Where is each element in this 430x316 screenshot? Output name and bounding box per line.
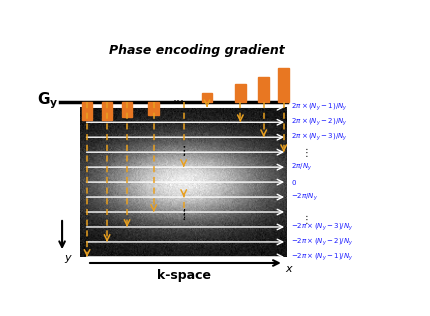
Text: $\mathbf{G_y}$: $\mathbf{G_y}$ bbox=[37, 91, 59, 112]
Bar bbox=[122, 102, 132, 118]
Text: $\vdots$: $\vdots$ bbox=[301, 213, 308, 226]
Text: ...: ... bbox=[173, 102, 185, 115]
Text: Phase encoding gradient: Phase encoding gradient bbox=[109, 44, 285, 57]
Bar bbox=[102, 102, 112, 120]
Text: $2\pi\times(N_y - 2)/N_y$: $2\pi\times(N_y - 2)/N_y$ bbox=[291, 117, 348, 128]
Bar bbox=[278, 68, 289, 102]
Text: ...: ... bbox=[173, 91, 185, 104]
Text: k-space: k-space bbox=[157, 269, 211, 282]
Text: $2\pi/N_y$: $2\pi/N_y$ bbox=[291, 161, 312, 173]
Text: $2\pi\times(N_y - 1)/N_y$: $2\pi\times(N_y - 1)/N_y$ bbox=[291, 101, 348, 113]
Text: $y$: $y$ bbox=[64, 253, 74, 265]
Bar bbox=[258, 77, 269, 102]
Text: ⋮: ⋮ bbox=[178, 144, 190, 158]
Text: $\vdots$: $\vdots$ bbox=[301, 146, 308, 159]
Text: $x$: $x$ bbox=[286, 264, 294, 274]
Bar bbox=[82, 102, 92, 120]
Bar bbox=[235, 84, 246, 102]
Text: $2\pi\times(N_y - 3)/N_y$: $2\pi\times(N_y - 3)/N_y$ bbox=[291, 131, 348, 143]
Text: $-2\pi\times(N_y - 2)/N_y$: $-2\pi\times(N_y - 2)/N_y$ bbox=[291, 236, 353, 248]
Text: $-2\pi\times(N_y - 3)/N_y$: $-2\pi\times(N_y - 3)/N_y$ bbox=[291, 221, 353, 233]
Text: ⋮: ⋮ bbox=[178, 146, 189, 156]
Bar bbox=[202, 93, 212, 102]
Bar bbox=[148, 102, 159, 115]
Text: $-2\pi/N_y$: $-2\pi/N_y$ bbox=[291, 191, 318, 203]
Text: ⋮: ⋮ bbox=[178, 209, 189, 219]
Text: ⋮: ⋮ bbox=[178, 209, 190, 222]
Text: $-2\pi\times(N_y - 1)/N_y$: $-2\pi\times(N_y - 1)/N_y$ bbox=[291, 251, 353, 263]
Text: $0$: $0$ bbox=[291, 178, 297, 186]
